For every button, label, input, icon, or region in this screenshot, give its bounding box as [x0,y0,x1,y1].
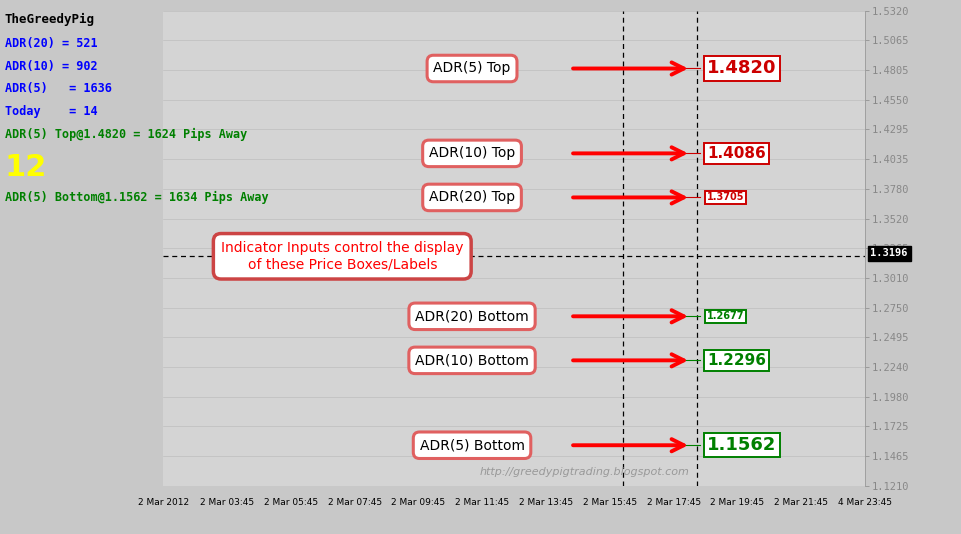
Text: http://greedypigtrading.blogspot.com: http://greedypigtrading.blogspot.com [480,467,689,477]
Text: 1.4086: 1.4086 [707,146,766,161]
Text: 2 Mar 09:45: 2 Mar 09:45 [391,498,446,507]
Text: ADR(5)   = 1636: ADR(5) = 1636 [5,82,111,96]
Text: 2 Mar 21:45: 2 Mar 21:45 [775,498,828,507]
Text: ADR(10) Top: ADR(10) Top [429,146,515,160]
Text: ADR(20) = 521: ADR(20) = 521 [5,37,97,50]
Text: 2 Mar 15:45: 2 Mar 15:45 [582,498,637,507]
Text: ADR(5) Top: ADR(5) Top [433,61,510,75]
Text: Today    = 14: Today = 14 [5,105,97,118]
Text: ADR(5) Top@1.4820 = 1624 Pips Away: ADR(5) Top@1.4820 = 1624 Pips Away [5,128,247,141]
Text: 2 Mar 03:45: 2 Mar 03:45 [200,498,255,507]
Text: 2 Mar 13:45: 2 Mar 13:45 [519,498,573,507]
Text: 2 Mar 07:45: 2 Mar 07:45 [328,498,382,507]
Text: 2 Mar 2012: 2 Mar 2012 [137,498,189,507]
Text: 1.1562: 1.1562 [707,436,776,454]
Text: 2 Mar 17:45: 2 Mar 17:45 [647,498,701,507]
Text: Indicator Inputs control the display
of these Price Boxes/Labels: Indicator Inputs control the display of … [221,241,463,271]
Text: 1.3196: 1.3196 [871,248,908,258]
Text: 2 Mar 11:45: 2 Mar 11:45 [456,498,509,507]
Text: ADR(5) Bottom: ADR(5) Bottom [420,438,525,452]
Text: ADR(5) Bottom@1.1562 = 1634 Pips Away: ADR(5) Bottom@1.1562 = 1634 Pips Away [5,191,268,204]
Text: ADR(10) Bottom: ADR(10) Bottom [415,354,529,367]
Text: ADR(10) = 902: ADR(10) = 902 [5,60,97,73]
Text: TheGreedyPig: TheGreedyPig [5,13,95,26]
Text: 2 Mar 19:45: 2 Mar 19:45 [710,498,764,507]
Text: 2 Mar 05:45: 2 Mar 05:45 [264,498,318,507]
Text: 12: 12 [5,153,47,183]
Text: ADR(20) Bottom: ADR(20) Bottom [415,309,529,323]
Text: ADR(20) Top: ADR(20) Top [429,191,515,205]
Text: 4 Mar 23:45: 4 Mar 23:45 [838,498,892,507]
Text: 1.4820: 1.4820 [707,59,776,77]
Text: 1.2296: 1.2296 [707,353,766,368]
Text: 1.3705: 1.3705 [707,192,745,202]
Text: 1.2677: 1.2677 [707,311,745,321]
